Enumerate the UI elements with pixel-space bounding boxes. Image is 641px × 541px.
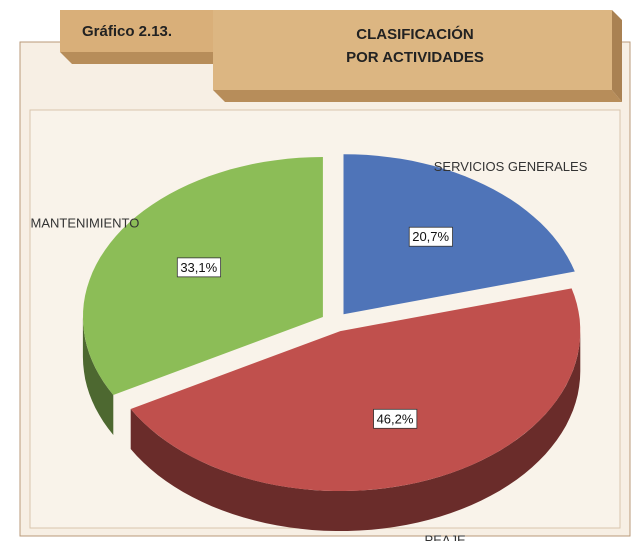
value-label-box: [373, 408, 418, 429]
title-box: [213, 10, 612, 90]
value-label: 20,7%: [412, 229, 449, 244]
pie: 20,7% SERVICIOS GENERALES 46,2% PEAJE 33,1% M…: [31, 154, 588, 541]
label-box-edge: [60, 52, 225, 64]
value-label-box: [408, 226, 453, 247]
category-label: MANTENIMIENTO: [31, 215, 140, 230]
slice: [343, 154, 575, 315]
category-label: SERVICIOS GENERALES: [434, 159, 588, 174]
value-label: 46,2%: [377, 411, 414, 426]
category-label: PEAJE: [425, 533, 467, 541]
title-box-edge: [213, 90, 622, 102]
label-box: [60, 10, 215, 52]
title-box-edge: [612, 10, 622, 102]
figure-label: Gráfico 2.13.: [82, 23, 172, 40]
chart-title: CLASIFICACIÓN: [356, 25, 474, 43]
value-label: 33,1%: [180, 260, 217, 275]
slice: [130, 288, 581, 491]
slice-side: [82, 317, 114, 435]
value-label-box: [176, 257, 222, 278]
chart-title: POR ACTIVIDADES: [346, 49, 484, 66]
slice-side: [130, 331, 581, 531]
